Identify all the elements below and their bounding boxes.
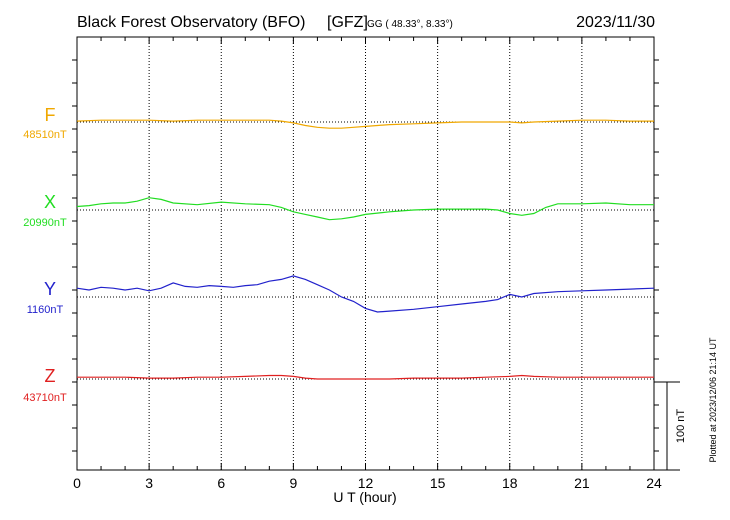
grid-lines (77, 37, 654, 470)
chart-org: [GFZ] (327, 14, 368, 31)
series-name-f: F (45, 105, 56, 125)
series-baseline-x: 20990nT (23, 217, 67, 229)
x-tick-label: 9 (289, 475, 297, 491)
series-labels: F 48510nT X 20990nT Y 1160nT Z 43710nT (23, 105, 67, 404)
series-baseline-z: 43710nT (23, 392, 67, 404)
series-line-z (77, 374, 654, 380)
x-tick-label: 15 (430, 475, 446, 491)
series-line-x (76, 197, 654, 221)
x-tick-label: 24 (646, 475, 662, 491)
series-name-x: X (44, 192, 56, 212)
series-group (76, 119, 655, 380)
series-line-y (76, 275, 655, 313)
axis-ticks: 0 3 6 9 12 15 18 21 24 (72, 37, 662, 491)
series-name-y: Y (44, 279, 56, 299)
series-name-z: Z (45, 366, 56, 386)
x-tick-label: 6 (217, 475, 225, 491)
series-baseline-y: 1160nT (27, 304, 64, 316)
series-baseline-f: 48510nT (23, 129, 67, 141)
chart-coords: GG ( 48.33°, 8.33°) (367, 19, 453, 30)
x-tick-label: 21 (574, 475, 590, 491)
x-tick-label: 12 (358, 475, 374, 491)
scale-bar: 100 nT (654, 381, 687, 471)
x-tick-label: 18 (502, 475, 518, 491)
scale-bar-label: 100 nT (675, 409, 687, 444)
chart-title: Black Forest Observatory (BFO) (77, 14, 306, 31)
series-line-f (76, 119, 654, 129)
x-tick-label: 3 (145, 475, 153, 491)
chart-date: 2023/11/30 (576, 14, 655, 31)
x-axis-label: U T (hour) (333, 489, 396, 505)
plotted-timestamp: Plotted at 2023/12/06 21:14 UT (708, 337, 718, 463)
x-tick-label: 0 (73, 475, 81, 491)
